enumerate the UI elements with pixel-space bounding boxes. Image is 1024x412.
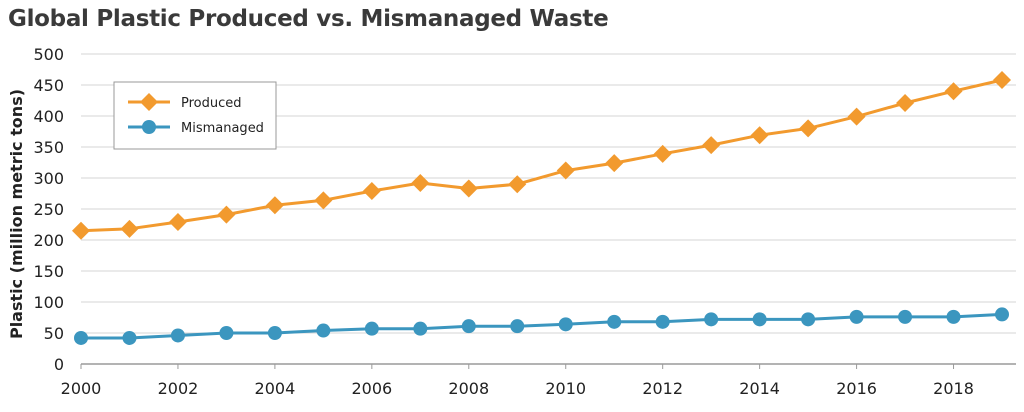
y-tick-label: 200 — [33, 231, 64, 250]
data-point-mismanaged — [316, 323, 331, 338]
data-point-mismanaged — [122, 330, 137, 345]
chart-title: Global Plastic Produced vs. Mismanaged W… — [8, 6, 609, 32]
data-point-produced — [72, 221, 90, 240]
data-point-mismanaged — [170, 328, 185, 343]
y-tick-label: 400 — [33, 107, 64, 126]
x-tick-label: 2010 — [545, 379, 586, 398]
data-point-mismanaged — [413, 321, 428, 336]
data-point-mismanaged — [655, 314, 670, 329]
y-axis-title: Plastic (million metric tons) — [7, 89, 26, 339]
data-point-produced — [702, 136, 721, 155]
data-point-produced — [799, 119, 818, 138]
legend-marker-mismanaged — [142, 120, 156, 134]
series-layer — [72, 71, 1011, 345]
data-point-produced — [265, 196, 284, 215]
data-point-produced — [993, 71, 1011, 90]
data-point-mismanaged — [558, 317, 573, 332]
x-tick-label: 2008 — [448, 379, 489, 398]
x-tick-label: 2016 — [836, 379, 877, 398]
x-tick-label: 2018 — [933, 379, 974, 398]
data-point-mismanaged — [898, 309, 913, 324]
data-point-produced — [653, 144, 672, 163]
data-point-mismanaged — [74, 330, 88, 345]
x-tick-label: 2014 — [739, 379, 780, 398]
legend-box — [113, 81, 277, 150]
y-tick-label: 150 — [33, 262, 64, 281]
legend: Produced Mismanaged — [113, 81, 277, 150]
data-point-produced — [896, 93, 915, 112]
data-point-mismanaged — [510, 319, 525, 334]
y-axis-ticks: 0 50 100 150 200 250 300 350 400 450 500 — [33, 45, 64, 374]
data-point-produced — [217, 205, 236, 224]
y-tick-label: 100 — [33, 293, 64, 312]
data-point-produced — [168, 213, 187, 232]
x-tick-label: 2002 — [158, 379, 199, 398]
legend-label-mismanaged: Mismanaged — [181, 121, 264, 136]
y-tick-label: 50 — [44, 324, 64, 343]
data-point-produced — [459, 179, 478, 198]
data-point-mismanaged — [607, 314, 622, 329]
data-point-produced — [362, 182, 381, 201]
legend-marker-produced — [140, 93, 158, 111]
x-tick-label: 2004 — [255, 379, 296, 398]
series-line-produced — [80, 78, 1003, 233]
y-tick-label: 250 — [33, 200, 64, 219]
x-tick-label: 2000 — [61, 379, 102, 398]
data-point-produced — [556, 161, 575, 180]
data-point-produced — [120, 219, 139, 238]
data-point-produced — [847, 107, 866, 126]
y-tick-label: 300 — [33, 169, 64, 188]
y-tick-label: 350 — [33, 138, 64, 157]
data-point-produced — [944, 82, 963, 101]
x-axis-ticks: 2000 2002 2004 2006 2008 2010 2012 2014 2016 2018 — [61, 364, 974, 398]
data-point-mismanaged — [752, 312, 767, 327]
y-tick-label: 450 — [33, 76, 64, 95]
data-point-mismanaged — [849, 309, 864, 324]
data-point-mismanaged — [946, 309, 961, 324]
data-point-produced — [605, 154, 624, 173]
data-point-produced — [508, 175, 527, 194]
data-point-mismanaged — [461, 319, 476, 334]
data-point-produced — [750, 126, 769, 145]
data-point-mismanaged — [267, 326, 282, 340]
series-line-mismanaged — [81, 312, 1003, 340]
data-point-mismanaged — [704, 312, 719, 327]
data-point-mismanaged — [364, 321, 379, 336]
legend-label-produced: Produced — [181, 96, 242, 111]
data-point-produced — [411, 173, 430, 192]
y-tick-label: 500 — [33, 45, 64, 64]
data-point-mismanaged — [995, 307, 1009, 322]
data-point-produced — [314, 191, 333, 210]
x-tick-label: 2012 — [642, 379, 683, 398]
y-tick-label: 0 — [54, 355, 64, 374]
x-tick-label: 2006 — [351, 379, 392, 398]
data-point-mismanaged — [219, 326, 234, 340]
data-point-mismanaged — [801, 312, 816, 327]
